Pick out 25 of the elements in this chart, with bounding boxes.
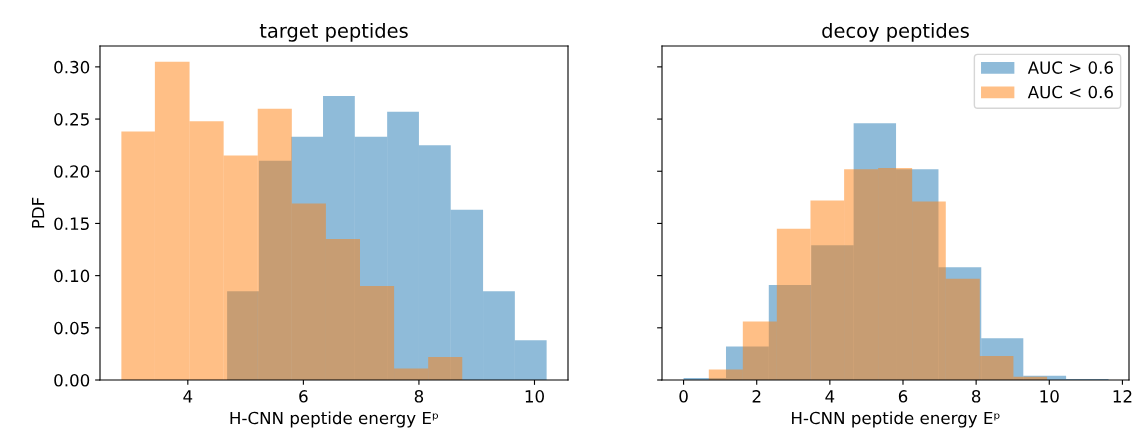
- y-axis-title: PDF: [32, 197, 45, 228]
- legend-label: AUC > 0.6: [1027, 61, 1113, 74]
- y-tick-label: 0.25: [54, 113, 89, 126]
- x-tick-label: 0: [679, 390, 688, 403]
- y-tick-label: 0.10: [54, 269, 90, 283]
- x-tick-label: 8: [971, 390, 981, 403]
- y-tick-label: 0.00: [54, 373, 90, 387]
- y-tick-label: 0.30: [54, 60, 90, 74]
- x-tick-label: 4: [825, 390, 835, 403]
- x-tick-label: 12: [1113, 390, 1132, 403]
- x-axis-title: H-CNN peptide energy Eᵖ: [792, 411, 1000, 428]
- y-tick-label: 0.20: [54, 165, 90, 178]
- x-tick-label: 6: [299, 390, 308, 403]
- legend-label: AUC < 0.6: [1027, 85, 1113, 99]
- x-tick-label: 10: [525, 390, 544, 403]
- x-axis-title: H-CNN peptide energy Eᵖ: [230, 411, 439, 428]
- x-tick-label: 8: [414, 390, 424, 403]
- y-tick-label: 0.05: [54, 321, 89, 335]
- x-tick-label: 4: [183, 390, 193, 403]
- x-tick-label: 6: [898, 390, 908, 403]
- x-tick-label: 10: [1040, 390, 1059, 403]
- chart-title: decoy peptides: [822, 22, 969, 42]
- y-tick-label: 0.15: [54, 217, 89, 231]
- chart-title: target peptides: [259, 22, 408, 42]
- x-tick-label: 2: [752, 390, 761, 403]
